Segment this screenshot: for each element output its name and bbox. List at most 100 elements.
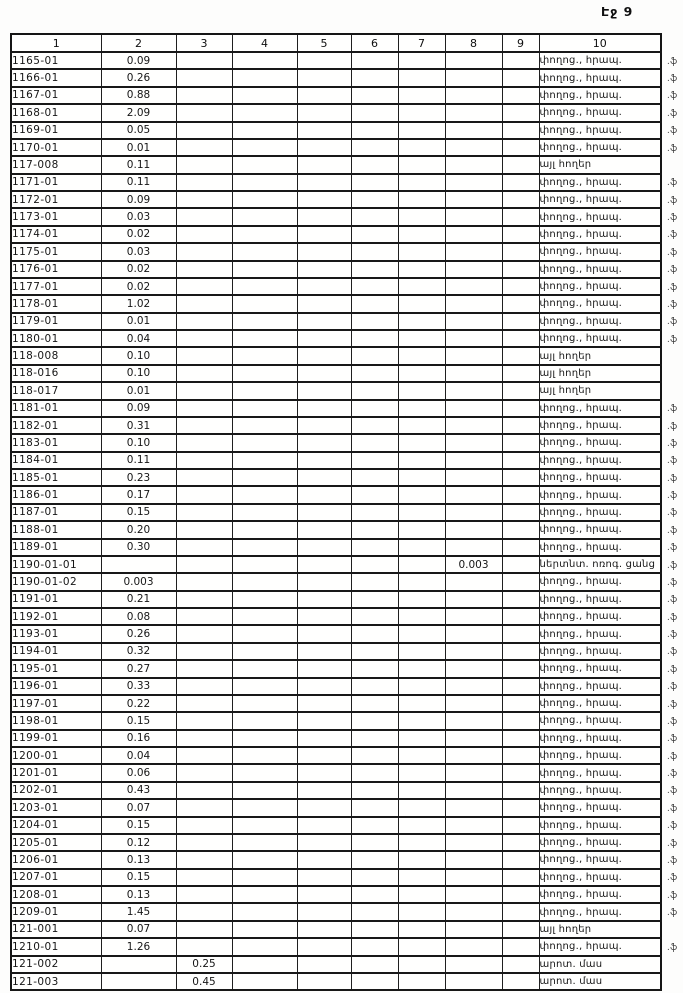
margin-annotation-mark: .ֆ xyxy=(667,178,678,189)
value-col3-cell xyxy=(175,868,233,888)
parcel-code-cell: 1209-01 xyxy=(10,902,102,922)
empty-col4-cell xyxy=(231,763,298,783)
empty-col4-cell xyxy=(231,590,298,610)
value-col3-cell: 0.25 xyxy=(175,954,233,974)
value-col3-cell xyxy=(175,676,233,696)
value-col3-cell xyxy=(175,590,233,610)
margin-annotation-mark: .ֆ xyxy=(667,751,678,762)
column-header-4: 4 xyxy=(231,33,298,53)
empty-col7-cell xyxy=(397,277,446,297)
value-col8-cell xyxy=(444,416,503,436)
empty-col4-cell xyxy=(231,868,298,888)
empty-col9-cell xyxy=(501,781,540,801)
value-col3-cell xyxy=(175,120,233,140)
empty-col5-cell xyxy=(296,624,352,644)
parcel-code-cell: 1172-01 xyxy=(10,190,102,210)
empty-col6-cell xyxy=(350,103,399,123)
value-col8-cell xyxy=(444,624,503,644)
table-row: 121-002 0.25 արոտ. մաս xyxy=(10,954,662,974)
table-row: 1200-01 0.04 փողոց., հրապ. xyxy=(10,746,662,766)
empty-col9-cell xyxy=(501,381,540,401)
empty-col7-cell xyxy=(397,590,446,610)
empty-col7-cell xyxy=(397,155,446,175)
empty-col6-cell xyxy=(350,520,399,540)
empty-col6-cell xyxy=(350,138,399,158)
table-row: 1175-01 0.03 փողոց., հրապ. xyxy=(10,242,662,262)
table-row: 1189-01 0.30 փողոց., հրապ. xyxy=(10,537,662,557)
margin-annotation-mark: .ֆ xyxy=(667,803,678,814)
value-col3-cell xyxy=(175,416,233,436)
value-col8-cell xyxy=(444,346,503,366)
margin-annotation-mark: .ֆ xyxy=(667,577,678,588)
table-header-row: 1 2 3 4 5 6 7 8 9 10 xyxy=(10,33,662,53)
empty-col9-cell xyxy=(501,659,540,679)
value-col2-cell: 0.06 xyxy=(100,763,177,783)
land-use-cell: փողոց., հրապ. xyxy=(538,294,662,314)
empty-col6-cell xyxy=(350,468,399,488)
empty-col4-cell xyxy=(231,120,298,140)
empty-col9-cell xyxy=(501,520,540,540)
empty-col9-cell xyxy=(501,555,540,575)
value-col8-cell xyxy=(444,885,503,905)
value-col2-cell: 0.33 xyxy=(100,676,177,696)
empty-col5-cell xyxy=(296,364,352,384)
empty-col6-cell xyxy=(350,798,399,818)
value-col2-cell: 0.30 xyxy=(100,537,177,557)
empty-col7-cell xyxy=(397,68,446,88)
value-col3-cell xyxy=(175,520,233,540)
empty-col7-cell xyxy=(397,259,446,279)
land-use-cell: փողոց., հրապ. xyxy=(538,676,662,696)
empty-col5-cell xyxy=(296,833,352,853)
land-use-cell: այլ հողեր xyxy=(538,155,662,175)
value-col3-cell xyxy=(175,346,233,366)
margin-marks-column: .ֆ .ֆ .ֆ .ֆ .ֆ .ֆ .ֆ .ֆ .ֆ .ֆ .ֆ .ֆ .ֆ .ֆ .ֆ .ֆ .ֆ .ֆ .ֆ .ֆ… xyxy=(667,33,678,991)
table-row: 1190-01-02 0.003 փողոց., հրապ. xyxy=(10,572,662,592)
empty-col5-cell xyxy=(296,86,352,106)
empty-col7-cell xyxy=(397,555,446,575)
value-col8-cell xyxy=(444,729,503,749)
empty-col6-cell xyxy=(350,312,399,332)
empty-col5-cell xyxy=(296,902,352,922)
empty-col7-cell xyxy=(397,207,446,227)
empty-col4-cell xyxy=(231,537,298,557)
empty-col5-cell xyxy=(296,381,352,401)
value-col8-cell xyxy=(444,207,503,227)
empty-col6-cell xyxy=(350,364,399,384)
empty-col7-cell xyxy=(397,416,446,436)
land-use-cell: փողոց., հրապ. xyxy=(538,781,662,801)
value-col8-cell xyxy=(444,259,503,279)
empty-col9-cell xyxy=(501,537,540,557)
table-row: 118-017 0.01 այլ հողեր xyxy=(10,381,662,401)
parcel-code-cell: 1182-01 xyxy=(10,416,102,436)
empty-col6-cell xyxy=(350,294,399,314)
column-header-1: 1 xyxy=(10,33,102,53)
parcel-code-cell: 1168-01 xyxy=(10,103,102,123)
parcel-code-cell: 1202-01 xyxy=(10,781,102,801)
parcel-code-cell: 1191-01 xyxy=(10,590,102,610)
parcel-code-cell: 1192-01 xyxy=(10,607,102,627)
land-use-cell: փողոց., հրապ. xyxy=(538,729,662,749)
empty-col7-cell xyxy=(397,225,446,245)
value-col8-cell xyxy=(444,659,503,679)
land-use-cell: փողոց., հրապ. xyxy=(538,468,662,488)
value-col2-cell: 0.15 xyxy=(100,503,177,523)
value-col8-cell xyxy=(444,902,503,922)
value-col2-cell: 0.32 xyxy=(100,642,177,662)
parcel-code-cell: 1190-01-01 xyxy=(10,555,102,575)
land-use-cell: փողոց., հրապ. xyxy=(538,868,662,888)
empty-col9-cell xyxy=(501,676,540,696)
empty-col6-cell xyxy=(350,642,399,662)
empty-col7-cell xyxy=(397,711,446,731)
empty-col6-cell xyxy=(350,572,399,592)
empty-col5-cell xyxy=(296,972,352,992)
empty-col9-cell xyxy=(501,138,540,158)
empty-col5-cell xyxy=(296,885,352,905)
table-row: 1176-01 0.02 փողոց., հրապ. xyxy=(10,259,662,279)
empty-col4-cell xyxy=(231,364,298,384)
empty-col4-cell xyxy=(231,103,298,123)
empty-col5-cell xyxy=(296,398,352,418)
empty-col9-cell xyxy=(501,398,540,418)
margin-annotation-mark: .ֆ xyxy=(667,873,678,884)
empty-col9-cell xyxy=(501,277,540,297)
table-row: 1165-01 0.09 փողոց., հրապ. xyxy=(10,51,662,71)
